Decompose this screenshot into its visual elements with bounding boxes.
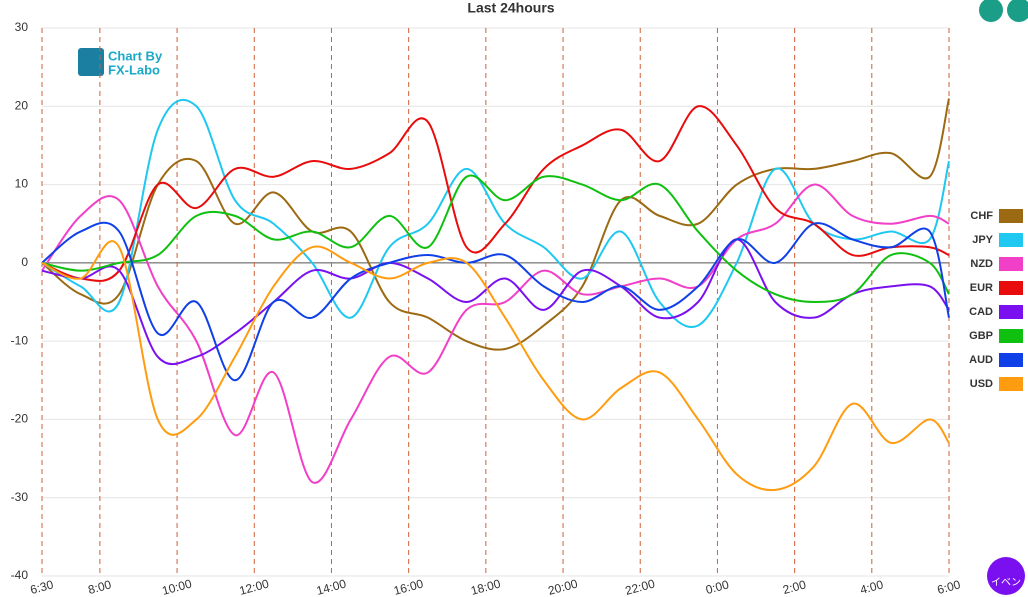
x-tick-label: 16:00 bbox=[392, 576, 425, 597]
y-tick-label: 10 bbox=[15, 177, 29, 191]
x-tick-label: 12:00 bbox=[238, 576, 271, 597]
y-tick-label: 0 bbox=[21, 255, 28, 269]
event-button-label: イベン bbox=[991, 577, 1021, 589]
series-line bbox=[41, 174, 950, 304]
x-tick-label: 18:00 bbox=[469, 576, 502, 597]
x-tick-label: 4:00 bbox=[859, 577, 885, 597]
legend-label: AUD bbox=[969, 354, 993, 366]
legend-label: USD bbox=[970, 378, 993, 390]
legend-label: CHF bbox=[970, 210, 993, 222]
event-button[interactable] bbox=[987, 557, 1025, 595]
series-line bbox=[41, 240, 950, 492]
expand-button[interactable] bbox=[1007, 0, 1028, 22]
legend-label: NZD bbox=[970, 258, 993, 270]
x-tick-label: 6:30 bbox=[29, 577, 55, 597]
collapse-button[interactable] bbox=[979, 0, 1003, 22]
x-tick-label: 6:00 bbox=[936, 577, 962, 597]
legend-swatch bbox=[999, 329, 1023, 343]
legend-swatch bbox=[999, 209, 1023, 223]
y-tick-label: -40 bbox=[11, 568, 29, 582]
watermark: FX-Labo bbox=[108, 62, 160, 77]
x-tick-label: 22:00 bbox=[624, 576, 657, 597]
legend-swatch bbox=[999, 377, 1023, 391]
legend-label: CAD bbox=[969, 306, 993, 318]
series-line bbox=[41, 183, 950, 484]
series-line bbox=[41, 98, 950, 351]
watermark: Chart By bbox=[108, 48, 163, 63]
x-tick-label: 20:00 bbox=[547, 576, 580, 597]
series-line bbox=[41, 98, 950, 328]
x-tick-label: 14:00 bbox=[315, 576, 348, 597]
y-tick-label: -30 bbox=[11, 490, 29, 504]
y-tick-label: 30 bbox=[15, 20, 29, 34]
x-tick-label: 0:00 bbox=[704, 577, 730, 597]
x-tick-label: 8:00 bbox=[87, 577, 113, 597]
y-tick-label: 20 bbox=[15, 98, 29, 112]
series-line bbox=[41, 105, 950, 282]
y-tick-label: -20 bbox=[11, 412, 29, 426]
legend-swatch bbox=[999, 281, 1023, 295]
logo-icon bbox=[78, 48, 104, 76]
chart-title: Last 24hours bbox=[467, 0, 554, 16]
y-tick-label: -10 bbox=[11, 333, 29, 347]
legend-label: GBP bbox=[969, 330, 993, 342]
legend-swatch bbox=[999, 353, 1023, 367]
x-tick-label: 2:00 bbox=[781, 577, 807, 597]
legend-label: EUR bbox=[970, 282, 993, 294]
legend-swatch bbox=[999, 257, 1023, 271]
x-tick-label: 10:00 bbox=[161, 576, 194, 597]
legend-label: JPY bbox=[972, 234, 993, 246]
series-line bbox=[41, 221, 950, 382]
legend-swatch bbox=[999, 305, 1023, 319]
series-line bbox=[41, 238, 950, 366]
legend-swatch bbox=[999, 233, 1023, 247]
